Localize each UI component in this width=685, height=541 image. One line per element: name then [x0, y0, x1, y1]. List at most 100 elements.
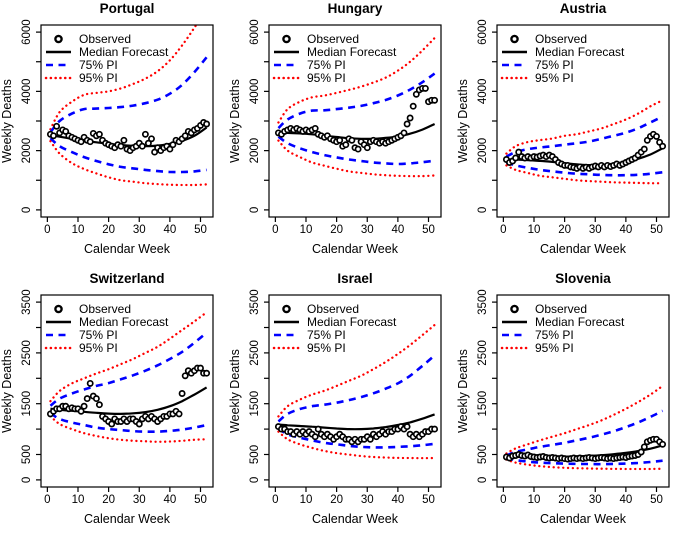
- y-axis-label: Weekly Deaths: [228, 79, 242, 163]
- observed-point: [53, 122, 61, 130]
- pi75-upper-line: [505, 409, 664, 457]
- x-tick-label: 0: [500, 494, 506, 506]
- observed-point: [92, 395, 100, 403]
- x-tick-label: 10: [528, 494, 541, 506]
- x-axis-label: Calendar Week: [312, 242, 399, 256]
- observed-point: [95, 130, 103, 138]
- legend-label: 75% PI: [79, 328, 118, 342]
- observed-point: [77, 407, 85, 415]
- legend-observed-marker: [282, 304, 291, 314]
- observed-point: [77, 138, 85, 146]
- x-tick-label: 0: [272, 494, 278, 506]
- observed-point: [108, 420, 116, 428]
- observed-point: [515, 148, 523, 156]
- pi95-upper-line: [505, 99, 664, 155]
- x-tick-label: 40: [163, 494, 176, 506]
- x-tick-label: 30: [361, 494, 374, 506]
- x-tick-label: 50: [650, 494, 663, 506]
- observed-point: [400, 129, 408, 137]
- observed-point: [637, 448, 645, 456]
- y-tick-label: 0: [249, 207, 261, 213]
- x-tick-label: 40: [163, 224, 176, 236]
- observed-point: [83, 395, 91, 403]
- pi95-upper-line: [49, 25, 198, 131]
- pi95-upper-line: [49, 311, 208, 403]
- y-tick-label: 6000: [21, 19, 33, 45]
- observed-point: [181, 372, 189, 380]
- chart-panel-austria: 0 2000 4000 6000 0 10 20 30 40 50 Austria Calendar …: [456, 1, 670, 256]
- panel-title: Switzerland: [89, 271, 164, 286]
- y-axis-label: Weekly Deaths: [0, 79, 14, 163]
- x-tick-label: 50: [194, 494, 207, 506]
- y-tick-label: 0: [477, 207, 489, 213]
- panel-title: Austria: [560, 1, 607, 16]
- observed-points: [502, 435, 667, 463]
- legend-label: 95% PI: [307, 71, 346, 85]
- observed-point: [512, 154, 520, 162]
- x-tick-label: 50: [422, 494, 435, 506]
- legend-label: Median Forecast: [307, 45, 397, 59]
- x-tick-label: 0: [500, 224, 506, 236]
- x-tick-label: 10: [528, 224, 541, 236]
- observed-point: [342, 141, 350, 149]
- observed-point: [86, 379, 94, 387]
- observed-point: [366, 435, 374, 443]
- x-tick-label: 0: [44, 494, 50, 506]
- pi75-upper-line: [505, 115, 664, 158]
- observed-point: [178, 390, 186, 397]
- y-tick-label: 0: [477, 477, 489, 483]
- plot-box: [268, 294, 442, 488]
- legend-observed-marker: [54, 34, 63, 44]
- observed-point: [311, 124, 319, 132]
- y-tick-label: 0: [21, 477, 33, 483]
- observed-point: [151, 148, 159, 156]
- observed-points: [274, 423, 439, 446]
- pi75-lower-line: [506, 456, 663, 466]
- observed-point: [62, 127, 70, 135]
- pi95-upper-line: [277, 36, 436, 124]
- legend-label: Median Forecast: [535, 45, 625, 59]
- observed-point: [348, 136, 356, 144]
- legend-observed-marker: [282, 34, 291, 44]
- median-forecast-line: [278, 413, 435, 431]
- y-tick-label: 2000: [477, 138, 489, 164]
- y-tick-label: 3500: [249, 289, 261, 315]
- legend-observed-marker: [54, 304, 63, 314]
- x-tick-label: 20: [330, 494, 343, 506]
- y-tick-label: 0: [21, 207, 33, 213]
- legend-label: 95% PI: [535, 341, 574, 355]
- y-tick-label: 500: [477, 445, 489, 464]
- x-tick-label: 30: [361, 224, 374, 236]
- legend-label: 75% PI: [307, 328, 346, 342]
- legend-label: Observed: [79, 32, 131, 46]
- x-axis-label: Calendar Week: [312, 512, 399, 526]
- x-tick-label: 20: [102, 224, 115, 236]
- y-tick-label: 2000: [249, 138, 261, 164]
- legend-label: 75% PI: [535, 58, 574, 72]
- y-tick-label: 4000: [477, 79, 489, 105]
- legend-label: Median Forecast: [79, 315, 169, 329]
- observed-point: [120, 136, 128, 144]
- x-tick-label: 0: [44, 224, 50, 236]
- x-tick-label: 30: [589, 494, 602, 506]
- x-axis-label: Calendar Week: [540, 512, 627, 526]
- legend-label: Observed: [535, 302, 587, 316]
- x-tick-label: 0: [272, 224, 278, 236]
- observed-point: [203, 369, 211, 377]
- observed-point: [403, 423, 411, 431]
- observed-point: [135, 420, 143, 428]
- observed-point: [406, 114, 414, 122]
- observed-point: [640, 145, 648, 153]
- y-axis-label: Weekly Deaths: [456, 79, 470, 163]
- observed-point: [203, 120, 211, 128]
- y-axis-label: Weekly Deaths: [456, 349, 470, 433]
- pi75-lower-line: [49, 137, 207, 174]
- x-tick-label: 10: [72, 224, 85, 236]
- legend-label: Observed: [535, 32, 587, 46]
- chart-panel-israel: 0 500 1500 2500 3500 0 10 20 30 40 50 Israel Calenda…: [228, 271, 442, 526]
- x-tick-label: 30: [133, 224, 146, 236]
- observed-point: [431, 425, 439, 433]
